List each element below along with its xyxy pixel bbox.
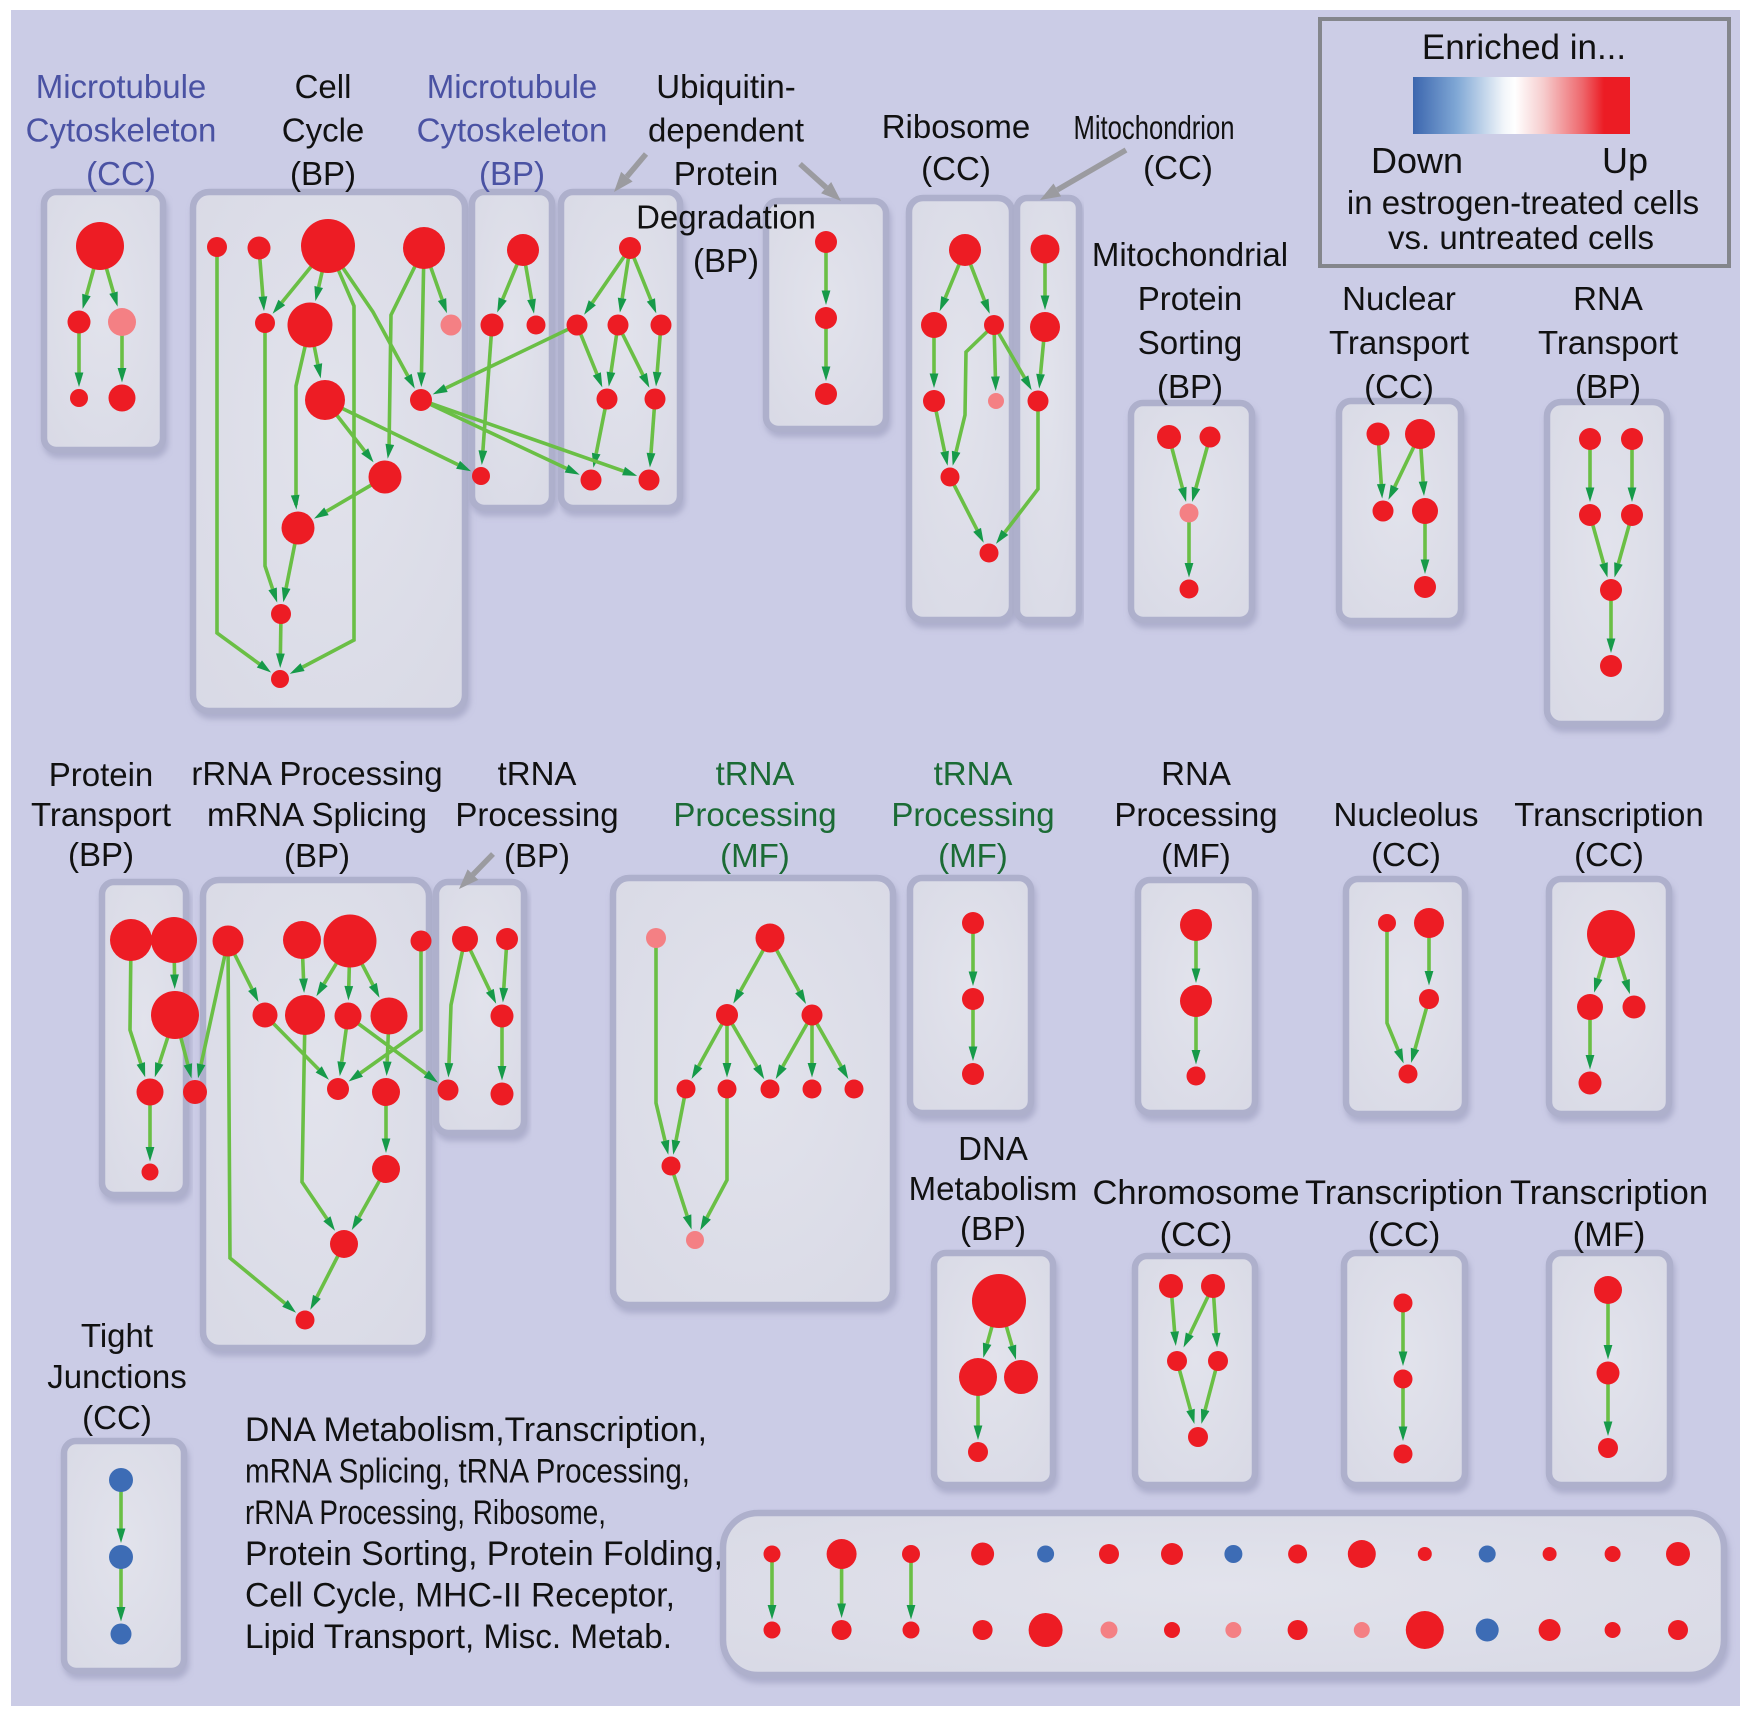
svg-text:Cytoskeleton: Cytoskeleton: [417, 112, 608, 149]
svg-text:Transport: Transport: [1329, 324, 1469, 361]
svg-text:(CC): (CC): [1574, 836, 1644, 873]
svg-text:(BP): (BP): [504, 837, 570, 874]
svg-text:rRNA Processing, Ribosome,: rRNA Processing, Ribosome,: [245, 1494, 606, 1532]
svg-text:(BP): (BP): [479, 155, 545, 192]
svg-text:(BP): (BP): [960, 1210, 1026, 1247]
svg-text:mRNA Splicing: mRNA Splicing: [207, 796, 427, 833]
svg-text:Transcription: Transcription: [1510, 1174, 1708, 1212]
svg-text:Ribosome: Ribosome: [882, 108, 1031, 145]
svg-text:Protein: Protein: [49, 756, 154, 793]
svg-text:Nucleolus: Nucleolus: [1334, 796, 1479, 833]
svg-text:Protein: Protein: [1138, 280, 1243, 317]
svg-text:(CC): (CC): [1368, 1216, 1441, 1254]
svg-text:Junctions: Junctions: [47, 1358, 186, 1395]
svg-text:mRNA Splicing, tRNA Processing: mRNA Splicing, tRNA Processing,: [245, 1452, 690, 1490]
svg-text:tRNA: tRNA: [934, 755, 1013, 792]
svg-text:DNA Metabolism,Transcription,: DNA Metabolism,Transcription,: [245, 1411, 707, 1449]
svg-text:RNA: RNA: [1161, 755, 1231, 792]
svg-text:(BP): (BP): [1575, 368, 1641, 405]
svg-text:Protein: Protein: [674, 155, 779, 192]
svg-text:(MF): (MF): [1161, 837, 1231, 874]
svg-text:(CC): (CC): [86, 155, 156, 192]
svg-text:dependent: dependent: [648, 112, 804, 149]
svg-text:Down: Down: [1371, 140, 1463, 181]
svg-text:Transcription: Transcription: [1305, 1174, 1503, 1212]
svg-text:Processing: Processing: [1114, 796, 1277, 833]
svg-text:Microtubule: Microtubule: [427, 68, 598, 105]
svg-text:(CC): (CC): [1364, 368, 1434, 405]
svg-text:(CC): (CC): [82, 1399, 152, 1436]
svg-text:(BP): (BP): [693, 242, 759, 279]
svg-text:Enriched in...: Enriched in...: [1422, 28, 1626, 67]
svg-text:Tight: Tight: [81, 1317, 153, 1354]
svg-text:(MF): (MF): [720, 837, 790, 874]
svg-text:Transcription: Transcription: [1514, 796, 1704, 833]
svg-text:(MF): (MF): [1573, 1216, 1646, 1254]
svg-text:Protein Sorting, Protein Foldi: Protein Sorting, Protein Folding,: [245, 1535, 723, 1573]
svg-text:Degradation: Degradation: [636, 199, 816, 236]
svg-text:Transport: Transport: [1538, 324, 1678, 361]
svg-text:(CC): (CC): [1371, 836, 1441, 873]
svg-text:Cycle: Cycle: [282, 112, 365, 149]
svg-text:Cell Cycle, MHC-II Receptor,: Cell Cycle, MHC-II Receptor,: [245, 1577, 675, 1615]
svg-text:Chromosome: Chromosome: [1092, 1174, 1299, 1212]
svg-text:(CC): (CC): [921, 150, 991, 187]
svg-text:Metabolism: Metabolism: [909, 1170, 1078, 1207]
svg-text:Mitochondrion: Mitochondrion: [1074, 109, 1235, 146]
svg-text:vs. untreated cells: vs. untreated cells: [1388, 219, 1654, 256]
svg-text:Transport: Transport: [31, 796, 171, 833]
svg-text:Ubiquitin-: Ubiquitin-: [656, 68, 795, 105]
svg-text:Cytoskeleton: Cytoskeleton: [26, 112, 217, 149]
svg-text:(BP): (BP): [284, 837, 350, 874]
svg-text:Processing: Processing: [673, 796, 836, 833]
svg-text:(BP): (BP): [1157, 368, 1223, 405]
svg-text:tRNA: tRNA: [716, 755, 795, 792]
svg-text:Up: Up: [1602, 140, 1648, 181]
svg-text:(BP): (BP): [68, 836, 134, 873]
svg-text:Cell: Cell: [295, 68, 352, 105]
svg-text:Mitochondrial: Mitochondrial: [1092, 236, 1288, 273]
svg-text:Nuclear: Nuclear: [1342, 280, 1456, 317]
svg-text:RNA: RNA: [1573, 280, 1643, 317]
svg-text:DNA: DNA: [958, 1130, 1028, 1167]
svg-text:Lipid Transport, Misc. Metab.: Lipid Transport, Misc. Metab.: [245, 1618, 672, 1656]
svg-text:(MF): (MF): [938, 837, 1008, 874]
svg-text:Sorting: Sorting: [1138, 324, 1243, 361]
svg-text:(CC): (CC): [1160, 1216, 1233, 1254]
svg-text:Processing: Processing: [891, 796, 1054, 833]
svg-text:in estrogen-treated cells: in estrogen-treated cells: [1347, 184, 1699, 221]
svg-text:Microtubule: Microtubule: [36, 68, 207, 105]
svg-text:rRNA Processing: rRNA Processing: [191, 755, 442, 792]
svg-text:(BP): (BP): [290, 155, 356, 192]
svg-text:Processing: Processing: [455, 796, 618, 833]
svg-text:tRNA: tRNA: [498, 755, 577, 792]
svg-text:(CC): (CC): [1143, 149, 1213, 186]
